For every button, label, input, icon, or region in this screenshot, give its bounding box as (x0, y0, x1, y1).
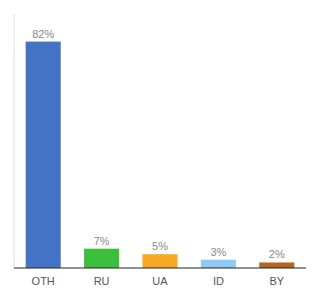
bar (26, 42, 61, 268)
y-range-line (14, 14, 15, 268)
x-tick-label: OTH (32, 275, 55, 287)
data-label: 5% (152, 240, 168, 252)
data-label: 3% (210, 246, 226, 258)
x-tick-label: RU (94, 275, 110, 287)
bar (84, 249, 119, 268)
data-labels: 82% 7% 5% 3% 2% (32, 28, 285, 261)
bars (26, 42, 295, 268)
bar (142, 254, 177, 268)
bar (201, 260, 236, 268)
bar (259, 262, 294, 268)
data-label: 2% (269, 248, 285, 260)
data-label: 7% (94, 235, 110, 247)
x-tick-label: BY (269, 275, 284, 287)
chart-container: 82% 7% 5% 3% 2% OTH RU UA ID BY (0, 0, 320, 300)
x-tick-labels: OTH RU UA ID BY (32, 275, 285, 287)
x-tick-label: ID (213, 275, 224, 287)
chart: 82% 7% 5% 3% 2% OTH RU UA ID BY (0, 0, 320, 300)
x-tick-label: UA (152, 275, 168, 287)
data-label: 82% (32, 28, 54, 40)
x-axis-line (14, 267, 306, 268)
